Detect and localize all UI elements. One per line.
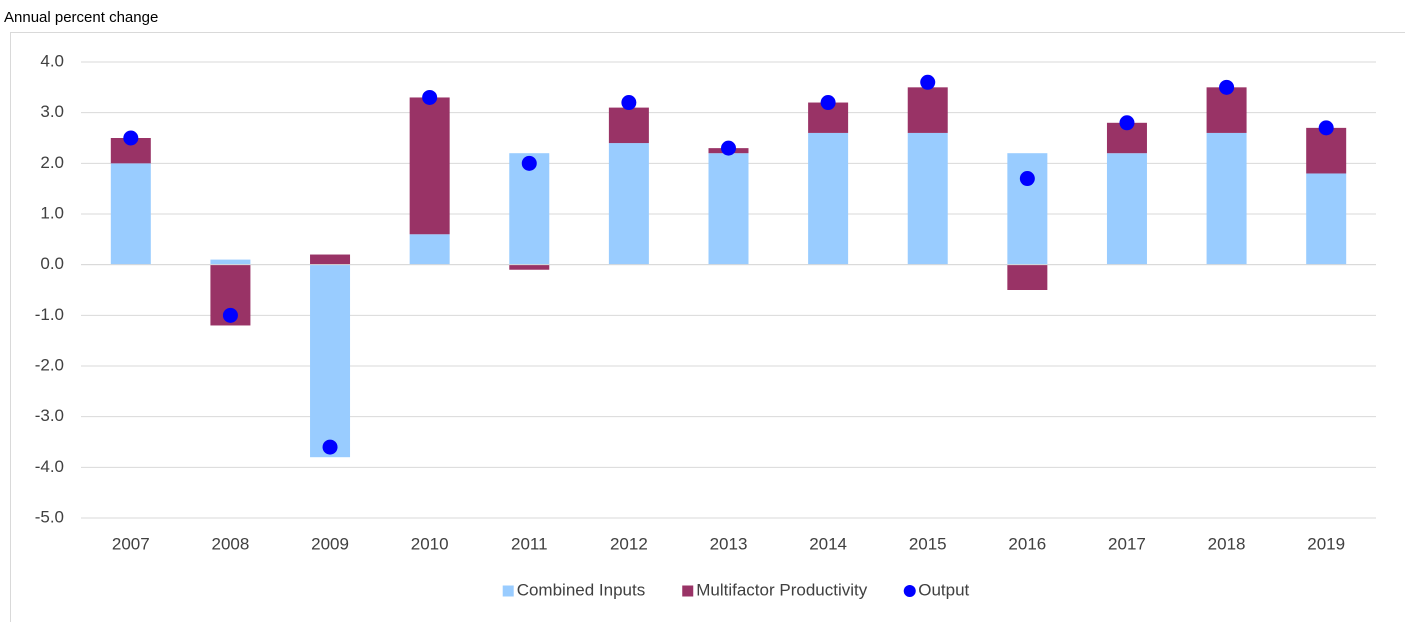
y-tick-label: -1.0: [35, 305, 64, 324]
bar: [808, 132, 849, 265]
output-point: [1019, 171, 1035, 187]
output-point: [322, 439, 338, 455]
output-point: [721, 140, 736, 156]
bar: [509, 153, 550, 265]
y-tick-label: 3.0: [40, 102, 64, 121]
bar: [1106, 153, 1147, 265]
bar: [1306, 127, 1347, 174]
bar: [608, 143, 649, 265]
y-tick-label: -5.0: [35, 507, 64, 526]
output-point: [1119, 115, 1135, 131]
y-tick-label: 0.0: [40, 254, 64, 273]
legend-marker: [682, 585, 694, 597]
output-point: [521, 155, 537, 171]
output-point: [123, 130, 139, 146]
legend-marker: [502, 585, 514, 597]
x-tick-label: 2010: [411, 534, 449, 553]
x-tick-label: 2014: [809, 534, 847, 553]
x-tick-label: 2009: [311, 534, 349, 553]
bar: [509, 264, 550, 270]
y-tick-label: -4.0: [35, 457, 64, 476]
bar: [409, 97, 450, 235]
x-tick-label: 2019: [1307, 534, 1345, 553]
x-tick-label: 2012: [610, 534, 648, 553]
bar: [907, 132, 948, 265]
bar: [310, 264, 351, 458]
y-tick-label: -3.0: [35, 406, 64, 425]
bar: [708, 153, 749, 265]
bar: [1206, 132, 1247, 265]
bar: [1206, 87, 1247, 133]
x-tick-label: 2007: [112, 534, 150, 553]
output-point: [621, 95, 637, 111]
x-tick-label: 2011: [511, 534, 548, 553]
bar: [907, 87, 948, 133]
bar: [1306, 173, 1347, 265]
output-point: [820, 95, 836, 111]
bar: [210, 259, 251, 265]
x-tick-label: 2008: [212, 534, 250, 553]
legend-marker: [903, 585, 916, 597]
y-tick-label: 2.0: [40, 153, 64, 172]
axis-title: Annual percent change: [4, 9, 158, 26]
output-point: [920, 74, 936, 90]
x-tick-label: 2015: [909, 534, 947, 553]
x-tick-label: 2016: [1008, 534, 1046, 553]
x-tick-label: 2018: [1208, 534, 1246, 553]
output-point: [1318, 120, 1334, 136]
chart-frame: [10, 32, 1405, 622]
output-point: [222, 307, 238, 323]
bar: [1007, 264, 1048, 290]
legend-label: Output: [918, 580, 969, 599]
y-tick-label: 4.0: [40, 51, 64, 70]
output-point: [1219, 79, 1235, 95]
legend-label: Combined Inputs: [517, 580, 646, 599]
bar: [608, 107, 649, 144]
bar: [110, 163, 151, 265]
y-tick-label: 1.0: [40, 203, 64, 222]
output-point: [422, 89, 438, 105]
bar: [310, 254, 351, 265]
x-tick-label: 2013: [710, 534, 748, 553]
x-tick-label: 2017: [1108, 534, 1146, 553]
bar: [1007, 153, 1048, 265]
y-tick-label: -2.0: [35, 355, 64, 374]
legend-label: Multifactor Productivity: [696, 580, 867, 599]
bar: [409, 234, 450, 265]
